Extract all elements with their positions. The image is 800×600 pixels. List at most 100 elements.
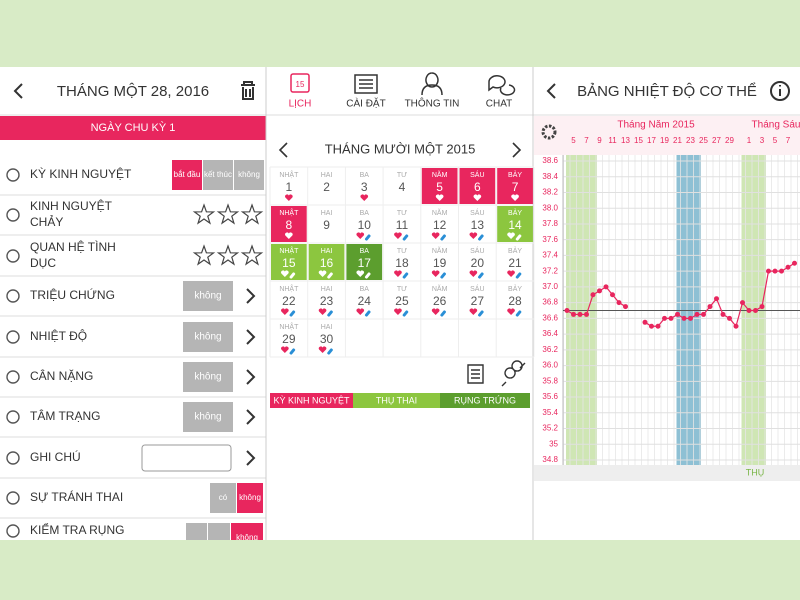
notes-icon[interactable]	[467, 364, 484, 384]
day-cell[interactable]	[271, 244, 307, 280]
temperature-point	[584, 311, 589, 317]
day-number[interactable]: 18	[395, 256, 409, 270]
day-number[interactable]: 11	[396, 218, 409, 232]
day-number[interactable]: 15	[282, 256, 296, 270]
day-number[interactable]: 9	[323, 218, 330, 232]
prev-month[interactable]	[278, 142, 288, 158]
day-number[interactable]: 12	[433, 218, 447, 232]
day-number[interactable]: 2	[323, 180, 330, 194]
day-number[interactable]: 1	[286, 180, 293, 194]
tab-icon[interactable]	[421, 72, 443, 96]
segment-button[interactable]	[237, 483, 263, 513]
day-weekday: NHẬT	[279, 322, 299, 331]
row-label: KINH NGUYỆT	[30, 198, 113, 213]
day-number[interactable]: 22	[282, 294, 296, 308]
row-label: QUAN HỆ TÌNH	[30, 239, 116, 254]
day-number[interactable]: 19	[433, 256, 447, 270]
date-label: 5	[571, 136, 576, 145]
day-cell[interactable]	[497, 206, 533, 242]
tab-label[interactable]: LỊCH	[289, 99, 312, 110]
star[interactable]	[240, 244, 264, 266]
pill-icon	[440, 234, 446, 241]
day-number[interactable]: 28	[508, 294, 522, 308]
tab-label[interactable]: THÔNG TIN	[405, 97, 460, 110]
chart-title: BẢNG NHIỆT ĐỘ CƠ THỂ	[577, 82, 757, 100]
y-tick-label: 37.0	[542, 282, 558, 291]
day-number[interactable]: 6	[474, 180, 481, 194]
day-number[interactable]: 13	[471, 218, 485, 232]
day-number[interactable]: 4	[399, 180, 406, 194]
info-button[interactable]	[770, 81, 790, 101]
day-number[interactable]: 10	[358, 218, 372, 232]
day-number[interactable]: 7	[512, 180, 519, 194]
y-tick-label: 35.2	[542, 424, 558, 433]
row-icon	[6, 451, 20, 465]
segment-button[interactable]	[172, 160, 202, 190]
row-icon	[6, 208, 20, 222]
day-number[interactable]: 14	[508, 218, 522, 232]
tab-icon[interactable]	[354, 74, 378, 94]
day-number[interactable]: 30	[320, 332, 334, 346]
tab-label[interactable]: CÀI ĐẶT	[346, 97, 385, 110]
star[interactable]	[192, 244, 216, 266]
month-title: THÁNG MƯỜI MỘT 2015	[325, 141, 476, 156]
date-label: 3	[760, 136, 765, 145]
day-number[interactable]: 25	[395, 294, 409, 308]
segment-button[interactable]	[210, 483, 236, 513]
month-label: Tháng Năm 2015	[617, 120, 695, 131]
star[interactable]	[240, 203, 264, 225]
day-weekday: NHẬT	[279, 208, 299, 217]
star[interactable]	[216, 244, 240, 266]
tab-icon[interactable]	[290, 73, 310, 93]
value-button[interactable]	[183, 281, 233, 311]
intercourse-icon[interactable]	[501, 360, 526, 387]
heart-icon	[511, 194, 519, 201]
day-number[interactable]: 24	[358, 294, 372, 308]
day-number[interactable]: 29	[282, 332, 296, 346]
pill-icon	[289, 272, 296, 279]
segment-button[interactable]	[234, 160, 264, 190]
star[interactable]	[216, 203, 240, 225]
trash-icon[interactable]	[241, 81, 255, 100]
day-cell[interactable]	[346, 244, 383, 280]
back-button[interactable]	[13, 83, 23, 99]
day-number[interactable]: 26	[433, 294, 447, 308]
row-chevron[interactable]	[246, 288, 256, 304]
temperature-point	[564, 308, 570, 313]
day-cell[interactable]	[308, 244, 345, 280]
value-button[interactable]	[183, 362, 233, 392]
segment-button[interactable]	[203, 160, 233, 190]
row-chevron[interactable]	[246, 369, 256, 385]
day-number[interactable]: 20	[471, 256, 485, 270]
pill-icon	[515, 310, 522, 317]
back-button[interactable]	[546, 83, 556, 99]
day-number[interactable]: 8	[286, 218, 293, 232]
day-number[interactable]: 16	[320, 256, 334, 270]
settings-gear[interactable]	[541, 124, 557, 140]
y-tick-label: 38.6	[542, 156, 558, 165]
row-icon	[6, 289, 20, 303]
tab-icon[interactable]	[488, 75, 516, 96]
day-number[interactable]: 27	[471, 294, 485, 308]
day-number[interactable]: 23	[320, 294, 334, 308]
row-chevron[interactable]	[246, 409, 256, 425]
temperature-point	[662, 315, 667, 321]
row-chevron[interactable]	[246, 329, 256, 345]
day-number[interactable]: 21	[508, 256, 522, 270]
value-button[interactable]	[183, 402, 233, 432]
row-chevron[interactable]	[246, 450, 256, 466]
next-month[interactable]	[512, 142, 522, 158]
day-number[interactable]: 5	[436, 180, 443, 194]
row-icon	[6, 370, 20, 384]
row-label: CHẢY	[30, 214, 63, 229]
day-number[interactable]: 3	[361, 180, 368, 194]
star[interactable]	[192, 203, 216, 225]
segment-label: bắt đầu	[174, 170, 201, 179]
date-label: 5	[773, 136, 778, 145]
pill-icon	[515, 234, 522, 241]
row-label: KIỂM TRA RỤNG	[30, 522, 124, 537]
tab-label[interactable]: CHAT	[486, 99, 512, 110]
note-input[interactable]	[141, 444, 232, 472]
day-number[interactable]: 17	[358, 256, 372, 270]
value-button[interactable]	[183, 322, 233, 352]
